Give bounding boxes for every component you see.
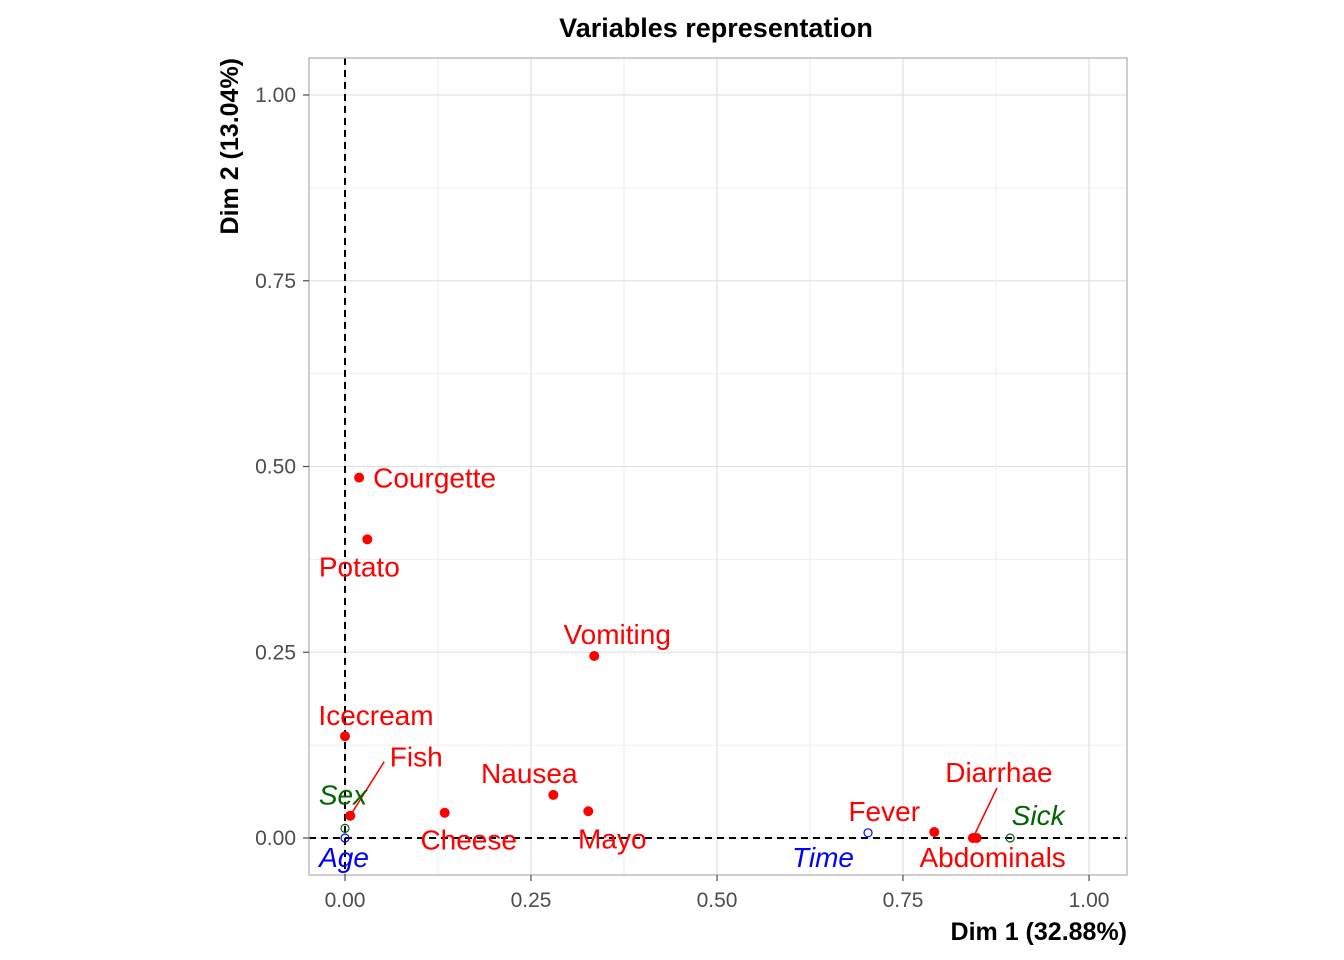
- label-abdominals: Abdominals: [919, 842, 1065, 873]
- x-tick-label: 1.00: [1069, 889, 1110, 912]
- label-fish: Fish: [390, 742, 443, 773]
- label-cheese: Cheese: [420, 825, 517, 856]
- point-sick: [1005, 833, 1015, 843]
- y-axis-label: Dim 2 (13.04%): [216, 58, 244, 234]
- label-age: Age: [317, 842, 369, 873]
- label-fever: Fever: [848, 796, 920, 827]
- y-tick-label: 1.00: [255, 84, 296, 107]
- point-cheese: [439, 807, 450, 818]
- point-fish: [345, 810, 356, 821]
- point-courgette: [354, 472, 365, 483]
- connector-fish: [349, 761, 385, 817]
- label-vomiting: Vomiting: [564, 619, 671, 650]
- point-labels: Courgette Potato Vomiting Icecream Fish Chees…: [317, 463, 1066, 873]
- point-fever: [929, 827, 940, 838]
- label-sex: Sex: [319, 779, 368, 810]
- x-axis-label: Dim 1 (32.88%): [951, 918, 1127, 946]
- y-tick-label: 0.00: [255, 827, 296, 850]
- point-icecream: [340, 731, 350, 742]
- y-tick-label: 0.75: [255, 270, 296, 293]
- y-axis-ticks: 0.00 0.25 0.50 0.75 1.00: [255, 84, 309, 850]
- y-tick-label: 0.50: [255, 456, 296, 479]
- x-axis-ticks: 0.00 0.25 0.50 0.75 1.00: [325, 875, 1110, 912]
- point-sex: [340, 823, 350, 833]
- point-time: [863, 828, 873, 838]
- chart-title: Variables representation: [559, 13, 873, 43]
- x-tick-label: 0.75: [883, 889, 924, 912]
- point-age: [340, 833, 350, 843]
- label-mayo: Mayo: [578, 823, 646, 854]
- label-diarrhae: Diarrhae: [945, 757, 1052, 788]
- x-tick-label: 0.25: [511, 889, 552, 912]
- reference-lines: [309, 58, 1127, 875]
- point-abdominals: [971, 833, 982, 843]
- x-tick-label: 0.00: [325, 889, 366, 912]
- label-connectors: [349, 761, 998, 839]
- label-courgette: Courgette: [373, 463, 496, 494]
- point-potato: [362, 534, 373, 545]
- label-time: Time: [792, 842, 854, 873]
- label-icecream: Icecream: [318, 700, 433, 731]
- label-nausea: Nausea: [481, 758, 578, 789]
- points: [340, 472, 1015, 843]
- label-sick: Sick: [1012, 800, 1067, 831]
- connector-diarrhae: [972, 787, 998, 839]
- x-tick-label: 0.50: [697, 889, 738, 912]
- grid: [309, 58, 1127, 875]
- label-potato: Potato: [319, 551, 400, 582]
- point-nausea: [548, 789, 559, 800]
- point-vomiting: [589, 650, 600, 661]
- point-mayo: [583, 806, 594, 817]
- y-tick-label: 0.25: [255, 641, 296, 664]
